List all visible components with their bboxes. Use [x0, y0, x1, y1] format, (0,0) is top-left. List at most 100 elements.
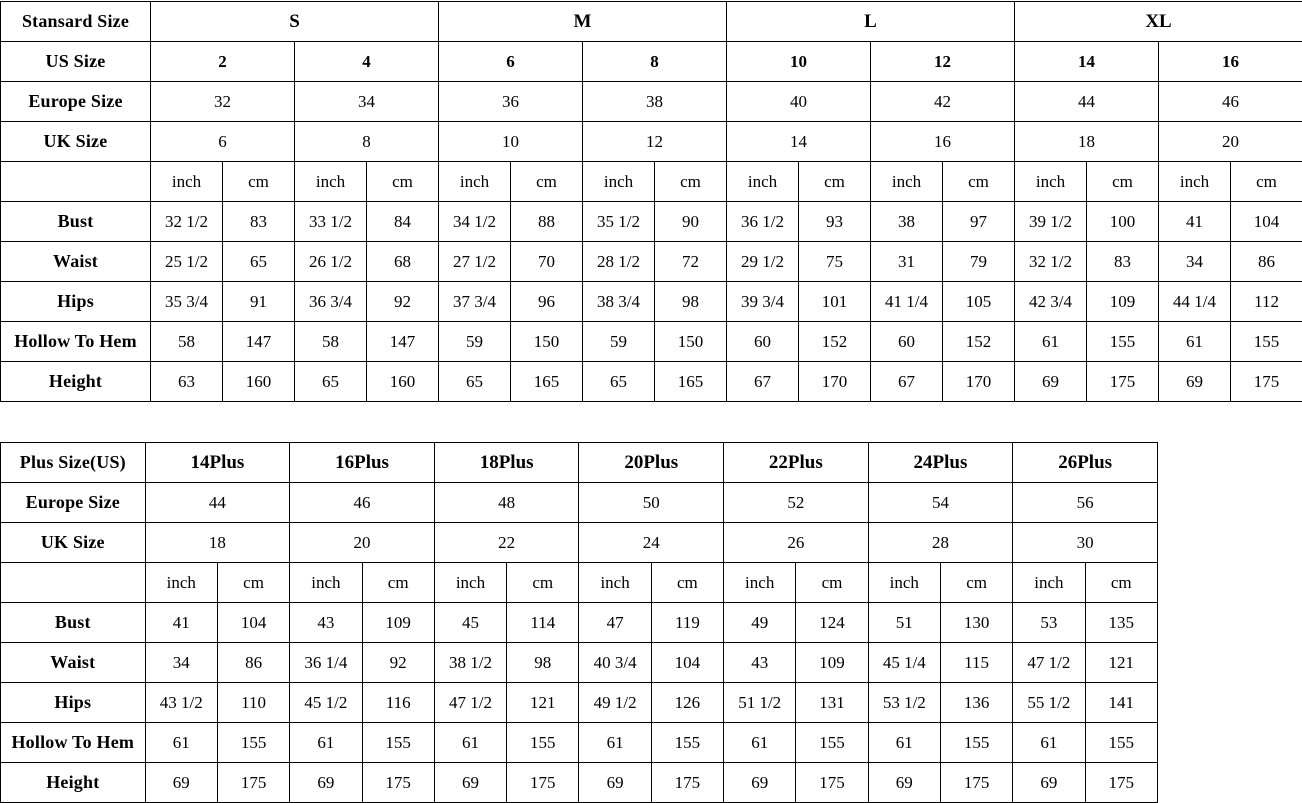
measurement-cell: 101 — [799, 282, 871, 322]
measurement-cell: 97 — [943, 202, 1015, 242]
measurement-cell: 165 — [511, 362, 583, 402]
plus-measurement-cell: 47 1/2 — [1013, 643, 1085, 683]
size-group-l: L — [727, 2, 1015, 42]
measurement-cell: 32 1/2 — [1015, 242, 1087, 282]
measurement-cell: 68 — [367, 242, 439, 282]
us-size-value: 4 — [295, 42, 439, 82]
plus-measurement-cell: 121 — [1085, 643, 1157, 683]
row-label-us-size: US Size — [1, 42, 151, 82]
table-row-plus-uk-size: UK Size 18 20 22 24 26 28 30 — [1, 523, 1158, 563]
plus-measurement-cell: 69 — [868, 763, 940, 803]
plus-measurement-cell: 124 — [796, 603, 868, 643]
row-label-waist: Waist — [1, 242, 151, 282]
plus-measurement-cell: 110 — [217, 683, 289, 723]
unit-header: inch — [439, 162, 511, 202]
plus-measurement-cell: 136 — [940, 683, 1012, 723]
plus-measurement-cell: 45 1/2 — [290, 683, 362, 723]
plus-unit-header: cm — [796, 563, 868, 603]
table-row-plus-units: inch cm inch cm inch cm inch cm inch cm … — [1, 563, 1158, 603]
plus-measurement-cell: 51 — [868, 603, 940, 643]
measurement-cell: 59 — [583, 322, 655, 362]
plus-measurement-cell: 69 — [579, 763, 651, 803]
table-row-plus-height: Height 69 175 69 175 69 175 69 175 69 17… — [1, 763, 1158, 803]
plus-measurement-cell: 126 — [651, 683, 723, 723]
table-row-uk-size: UK Size 6 8 10 12 14 16 18 20 — [1, 122, 1302, 162]
plus-measurement-cell: 61 — [1013, 723, 1085, 763]
plus-table-body: Plus Size(US) 14Plus 16Plus 18Plus 20Plu… — [1, 443, 1158, 803]
plus-measurement-cell: 130 — [940, 603, 1012, 643]
measurement-cell: 41 1/4 — [871, 282, 943, 322]
plus-measurement-cell: 53 — [1013, 603, 1085, 643]
plus-unit-header: cm — [217, 563, 289, 603]
table-row-europe-size: Europe Size 32 34 36 38 40 42 44 46 — [1, 82, 1302, 122]
measurement-cell: 152 — [943, 322, 1015, 362]
plus-measurement-cell: 135 — [1085, 603, 1157, 643]
measurement-cell: 39 3/4 — [727, 282, 799, 322]
measurement-cell: 79 — [943, 242, 1015, 282]
plus-measurement-cell: 47 — [579, 603, 651, 643]
table-row-plus-hollow-to-hem: Hollow To Hem 61 155 61 155 61 155 61 15… — [1, 723, 1158, 763]
plus-unit-header: inch — [434, 563, 506, 603]
uk-size-value: 6 — [151, 122, 295, 162]
us-size-value: 10 — [727, 42, 871, 82]
plus-europe-size-value: 48 — [434, 483, 579, 523]
plus-measurement-cell: 121 — [507, 683, 579, 723]
measurement-cell: 69 — [1015, 362, 1087, 402]
measurement-cell: 65 — [439, 362, 511, 402]
measurement-cell: 109 — [1087, 282, 1159, 322]
measurement-cell: 155 — [1231, 322, 1302, 362]
plus-measurement-cell: 45 1/4 — [868, 643, 940, 683]
measurement-cell: 147 — [367, 322, 439, 362]
table-row-us-size: US Size 2 4 6 8 10 12 14 16 — [1, 42, 1302, 82]
standard-table-body: Stansard Size S M L XL US Size 2 4 6 8 1… — [1, 2, 1302, 402]
measurement-cell: 59 — [439, 322, 511, 362]
measurement-cell: 61 — [1159, 322, 1231, 362]
plus-unit-header: inch — [145, 563, 217, 603]
plus-measurement-cell: 109 — [362, 603, 434, 643]
plus-unit-header: cm — [651, 563, 723, 603]
measurement-cell: 83 — [1087, 242, 1159, 282]
row-label-hips: Hips — [1, 282, 151, 322]
plus-measurement-cell: 53 1/2 — [868, 683, 940, 723]
measurement-cell: 38 3/4 — [583, 282, 655, 322]
plus-measurement-cell: 61 — [579, 723, 651, 763]
table-row-plus-hips: Hips 43 1/2 110 45 1/2 116 47 1/2 121 49… — [1, 683, 1158, 723]
plus-size-table: Plus Size(US) 14Plus 16Plus 18Plus 20Plu… — [0, 442, 1158, 803]
measurement-cell: 33 1/2 — [295, 202, 367, 242]
uk-size-value: 14 — [727, 122, 871, 162]
plus-measurement-cell: 155 — [507, 723, 579, 763]
measurement-cell: 86 — [1231, 242, 1302, 282]
table-row-plus-size: Plus Size(US) 14Plus 16Plus 18Plus 20Plu… — [1, 443, 1158, 483]
plus-measurement-cell: 175 — [217, 763, 289, 803]
row-label-bust: Bust — [1, 202, 151, 242]
standard-size-table: Stansard Size S M L XL US Size 2 4 6 8 1… — [0, 1, 1302, 402]
table-row-waist: Waist 25 1/2 65 26 1/2 68 27 1/2 70 28 1… — [1, 242, 1302, 282]
row-label-uk-size: UK Size — [1, 122, 151, 162]
us-size-value: 8 — [583, 42, 727, 82]
unit-header: cm — [943, 162, 1015, 202]
table-row-standard-size: Stansard Size S M L XL — [1, 2, 1302, 42]
plus-europe-size-value: 56 — [1013, 483, 1158, 523]
plus-measurement-cell: 104 — [217, 603, 289, 643]
plus-measurement-cell: 61 — [145, 723, 217, 763]
measurement-cell: 170 — [799, 362, 871, 402]
unit-header: cm — [1231, 162, 1302, 202]
europe-size-value: 40 — [727, 82, 871, 122]
measurement-cell: 34 — [1159, 242, 1231, 282]
plus-measurement-cell: 69 — [434, 763, 506, 803]
plus-measurement-cell: 38 1/2 — [434, 643, 506, 683]
plus-measurement-cell: 141 — [1085, 683, 1157, 723]
plus-unit-header: inch — [868, 563, 940, 603]
plus-measurement-cell: 45 — [434, 603, 506, 643]
row-label-europe-size: Europe Size — [1, 82, 151, 122]
measurement-cell: 96 — [511, 282, 583, 322]
measurement-cell: 63 — [151, 362, 223, 402]
measurement-cell: 92 — [367, 282, 439, 322]
measurement-cell: 27 1/2 — [439, 242, 511, 282]
table-row-hips: Hips 35 3/4 91 36 3/4 92 37 3/4 96 38 3/… — [1, 282, 1302, 322]
measurement-cell: 60 — [871, 322, 943, 362]
plus-uk-size-value: 30 — [1013, 523, 1158, 563]
europe-size-value: 38 — [583, 82, 727, 122]
row-label-plus-height: Height — [1, 763, 146, 803]
measurement-cell: 91 — [223, 282, 295, 322]
